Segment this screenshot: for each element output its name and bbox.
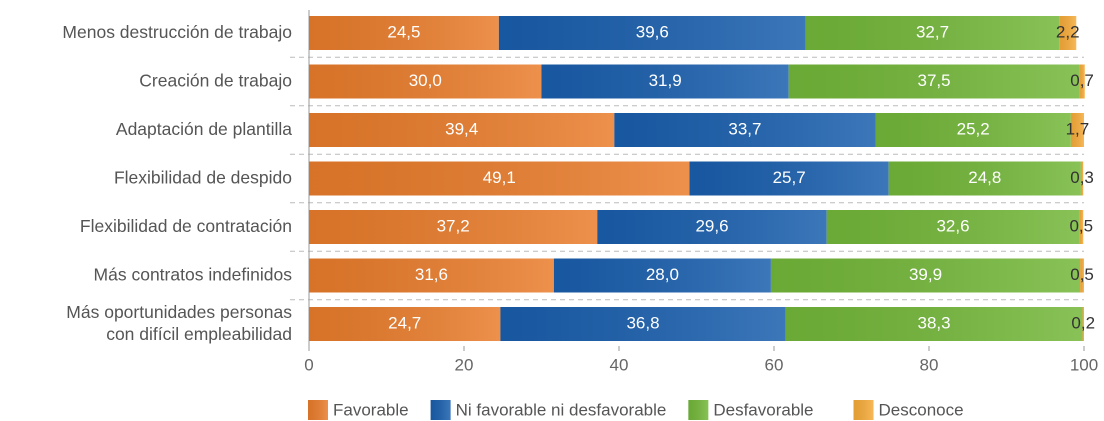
bar-shade xyxy=(1080,161,1084,196)
bar-shade xyxy=(1070,113,1084,147)
bar-shade xyxy=(1059,16,1077,50)
legend-swatch-shade xyxy=(308,400,328,420)
value-label: 0,5 xyxy=(1069,216,1093,235)
value-label: 24,8 xyxy=(968,168,1001,187)
legend-swatch-shade xyxy=(688,400,709,420)
value-label: 30,0 xyxy=(409,71,442,90)
value-label: 25,7 xyxy=(773,168,806,187)
value-label: 29,6 xyxy=(695,216,728,235)
value-label: 1,7 xyxy=(1066,119,1090,138)
legend-label: Favorable xyxy=(333,400,409,419)
legend-label: Desconoce xyxy=(879,400,964,419)
category-label: Creación de trabajo xyxy=(139,70,292,90)
value-label: 25,2 xyxy=(957,119,990,138)
value-label: 33,7 xyxy=(728,119,761,138)
category-label: Flexibilidad de despido xyxy=(114,167,292,187)
bar-shade xyxy=(500,307,786,341)
value-label: 31,9 xyxy=(649,71,682,90)
value-label: 32,6 xyxy=(936,216,969,235)
value-label: 0,7 xyxy=(1070,71,1094,90)
x-tick-label: 20 xyxy=(455,355,474,374)
legend-label: Desfavorable xyxy=(713,400,813,419)
value-label: 39,6 xyxy=(636,22,669,41)
bar-shade xyxy=(614,113,876,147)
value-label: 31,6 xyxy=(415,265,448,284)
value-label: 32,7 xyxy=(916,22,949,41)
bar-shade xyxy=(805,16,1060,50)
x-tick-label: 0 xyxy=(304,355,313,374)
bar-shade xyxy=(309,210,598,244)
bar-shade xyxy=(1080,258,1084,293)
value-label: 39,9 xyxy=(909,265,942,284)
value-label: 0,5 xyxy=(1070,265,1094,284)
category-label: Flexibilidad de contratación xyxy=(80,216,292,236)
value-label: 0,3 xyxy=(1070,168,1094,187)
bar-shade xyxy=(1079,64,1085,99)
value-label: 37,5 xyxy=(917,71,950,90)
bar-shade xyxy=(309,258,554,293)
bar-shade xyxy=(788,64,1080,99)
value-label: 37,2 xyxy=(437,216,470,235)
category-label: Más oportunidades personas con difícil em… xyxy=(66,302,292,344)
bar-shade xyxy=(309,16,499,50)
value-label: 0,2 xyxy=(1071,313,1095,332)
value-label: 49,1 xyxy=(483,168,516,187)
bar-shade xyxy=(309,64,542,99)
category-label: Menos destrucción de trabajo xyxy=(62,22,292,42)
bar-shade xyxy=(785,307,1083,341)
legend-swatch-shade xyxy=(430,400,451,420)
bar-shade xyxy=(689,161,889,196)
value-label: 28,0 xyxy=(646,265,679,284)
bar-shade xyxy=(875,113,1071,147)
bar-shade xyxy=(309,113,615,147)
category-label: Más contratos indefinidos xyxy=(94,264,293,284)
value-label: 36,8 xyxy=(626,313,659,332)
bar-shade xyxy=(553,258,771,293)
x-tick-label: 40 xyxy=(610,355,629,374)
legend-swatch-shade xyxy=(853,400,874,420)
value-label: 24,5 xyxy=(387,22,420,41)
bar-shade xyxy=(1079,210,1084,244)
bar-shade xyxy=(888,161,1081,196)
value-label: 38,3 xyxy=(917,313,950,332)
bar-shade xyxy=(597,210,827,244)
bar-shade xyxy=(309,161,690,196)
bar-shade xyxy=(309,307,501,341)
bar-shade xyxy=(541,64,789,99)
x-tick-label: 80 xyxy=(920,355,939,374)
legend-label: Ni favorable ni desfavorable xyxy=(456,400,667,419)
value-label: 24,7 xyxy=(388,313,421,332)
category-label: Adaptación de plantilla xyxy=(116,119,292,139)
x-tick-label: 60 xyxy=(765,355,784,374)
bar-shade xyxy=(1082,307,1084,341)
bar-shade xyxy=(498,16,806,50)
value-label: 39,4 xyxy=(445,119,478,138)
value-label: 2,2 xyxy=(1056,22,1080,41)
bar-shade xyxy=(826,210,1080,244)
x-tick-label: 100 xyxy=(1070,355,1098,374)
bar-shade xyxy=(770,258,1081,293)
